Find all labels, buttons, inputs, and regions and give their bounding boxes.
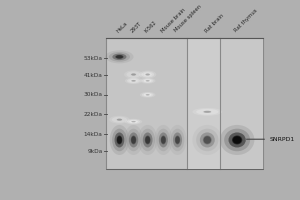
Ellipse shape	[161, 136, 166, 144]
Text: Mouse spleen: Mouse spleen	[174, 4, 203, 33]
Ellipse shape	[109, 116, 130, 124]
Ellipse shape	[131, 136, 136, 144]
Ellipse shape	[141, 72, 154, 77]
Ellipse shape	[145, 73, 150, 76]
Ellipse shape	[142, 79, 154, 83]
Ellipse shape	[131, 135, 137, 144]
Ellipse shape	[160, 135, 166, 144]
Ellipse shape	[204, 136, 211, 144]
Ellipse shape	[127, 129, 141, 151]
Ellipse shape	[125, 78, 142, 84]
Ellipse shape	[131, 73, 136, 76]
Ellipse shape	[171, 129, 184, 151]
Ellipse shape	[129, 132, 138, 147]
Text: 14kDa: 14kDa	[84, 132, 103, 137]
Ellipse shape	[203, 111, 212, 113]
Text: SNRPD1: SNRPD1	[247, 137, 295, 142]
Ellipse shape	[204, 111, 211, 113]
Ellipse shape	[159, 132, 168, 147]
Ellipse shape	[220, 125, 254, 155]
Ellipse shape	[129, 79, 138, 82]
Ellipse shape	[200, 110, 215, 114]
Text: 22kDa: 22kDa	[84, 112, 103, 117]
Ellipse shape	[146, 80, 150, 82]
Ellipse shape	[129, 72, 138, 77]
Text: 53kDa: 53kDa	[84, 56, 103, 61]
Ellipse shape	[175, 136, 180, 144]
Ellipse shape	[115, 132, 124, 147]
Ellipse shape	[142, 93, 154, 97]
Ellipse shape	[144, 79, 152, 82]
FancyBboxPatch shape	[220, 38, 263, 169]
Ellipse shape	[139, 71, 156, 78]
Ellipse shape	[146, 74, 150, 75]
Ellipse shape	[131, 121, 136, 122]
Ellipse shape	[131, 121, 136, 122]
Ellipse shape	[146, 94, 150, 96]
Ellipse shape	[115, 55, 124, 59]
Ellipse shape	[112, 117, 127, 123]
Ellipse shape	[145, 135, 151, 144]
Ellipse shape	[145, 94, 150, 96]
Ellipse shape	[131, 73, 137, 76]
Ellipse shape	[125, 119, 142, 125]
Ellipse shape	[196, 129, 218, 151]
Ellipse shape	[192, 125, 222, 155]
Ellipse shape	[112, 54, 127, 60]
Ellipse shape	[168, 125, 187, 155]
Ellipse shape	[131, 80, 136, 82]
Text: Rat brain: Rat brain	[204, 13, 224, 33]
Ellipse shape	[112, 129, 127, 151]
Ellipse shape	[116, 55, 123, 58]
Ellipse shape	[129, 120, 138, 123]
Text: 41kDa: 41kDa	[84, 73, 103, 78]
Ellipse shape	[203, 135, 212, 144]
Text: 30kDa: 30kDa	[84, 92, 103, 97]
Ellipse shape	[173, 132, 182, 147]
Ellipse shape	[105, 50, 134, 63]
FancyBboxPatch shape	[106, 38, 263, 169]
Text: 9kDa: 9kDa	[87, 149, 103, 154]
Text: HeLa: HeLa	[116, 20, 129, 33]
Ellipse shape	[157, 129, 170, 151]
Ellipse shape	[138, 125, 158, 155]
Ellipse shape	[154, 125, 172, 155]
Ellipse shape	[127, 78, 140, 83]
Ellipse shape	[140, 78, 155, 84]
Ellipse shape	[144, 93, 152, 96]
Ellipse shape	[109, 52, 130, 62]
Ellipse shape	[131, 80, 136, 82]
Ellipse shape	[224, 129, 250, 151]
Ellipse shape	[143, 132, 152, 147]
FancyBboxPatch shape	[187, 38, 220, 169]
Text: Mouse brain: Mouse brain	[160, 7, 186, 33]
Ellipse shape	[117, 136, 122, 144]
Ellipse shape	[143, 73, 152, 76]
Text: K-562: K-562	[144, 19, 158, 33]
Ellipse shape	[192, 108, 222, 116]
Ellipse shape	[116, 118, 122, 121]
Ellipse shape	[124, 70, 143, 79]
Ellipse shape	[145, 80, 150, 82]
Ellipse shape	[116, 135, 122, 144]
Ellipse shape	[200, 132, 215, 147]
Ellipse shape	[232, 135, 242, 144]
Ellipse shape	[229, 132, 246, 147]
Ellipse shape	[124, 125, 143, 155]
Text: 293T: 293T	[130, 20, 143, 33]
Ellipse shape	[114, 118, 124, 122]
Ellipse shape	[145, 136, 150, 144]
Ellipse shape	[127, 71, 141, 78]
Ellipse shape	[140, 92, 155, 98]
Ellipse shape	[127, 119, 140, 124]
Ellipse shape	[196, 109, 218, 115]
Ellipse shape	[117, 119, 122, 121]
Ellipse shape	[140, 129, 155, 151]
Ellipse shape	[233, 136, 242, 144]
Ellipse shape	[110, 125, 129, 155]
Text: Rat thymus: Rat thymus	[234, 8, 259, 33]
Ellipse shape	[175, 135, 180, 144]
